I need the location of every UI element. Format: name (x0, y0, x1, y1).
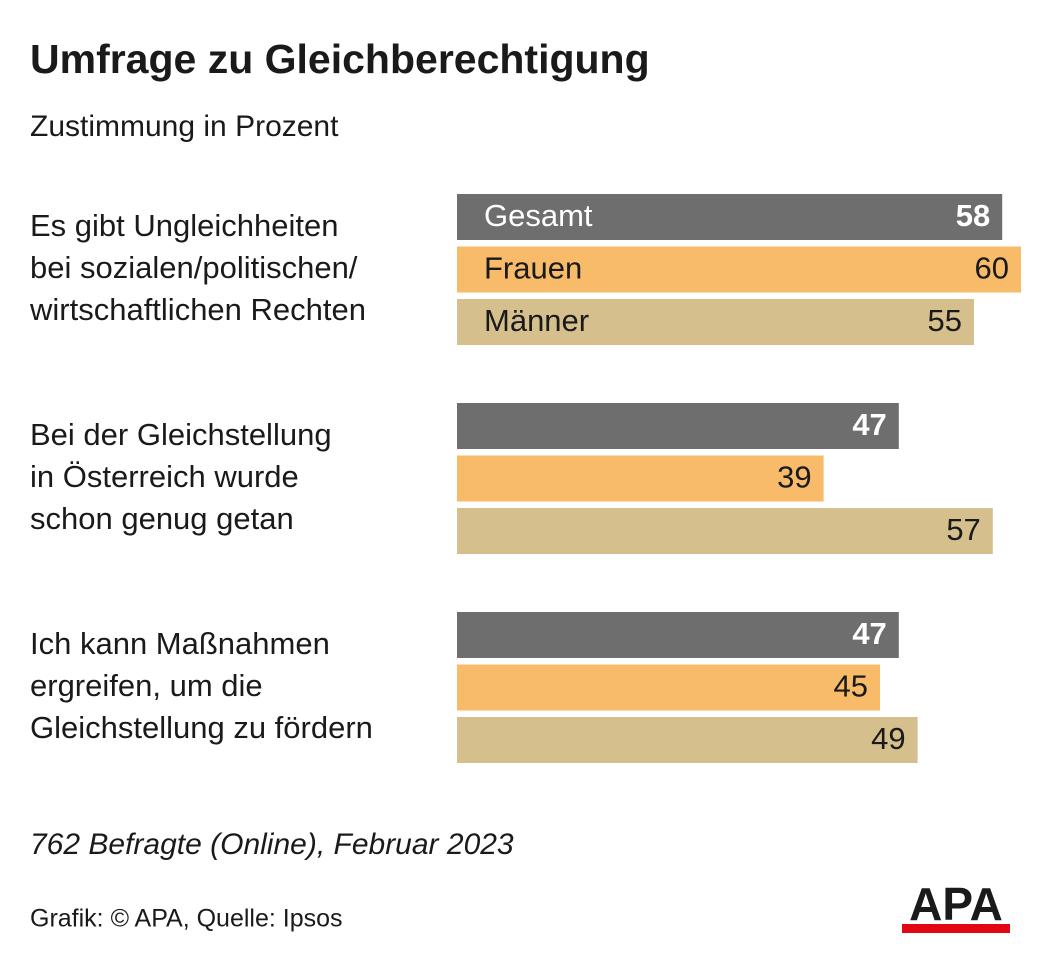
value-label: 60 (975, 251, 1009, 286)
category-label: ergreifen, um die (30, 668, 263, 703)
source: Grafik: © APA, Quelle: Ipsos (30, 905, 343, 933)
value-label: 47 (852, 407, 886, 442)
bar (457, 403, 899, 449)
legend-label: Männer (484, 303, 589, 338)
value-label: 57 (946, 512, 980, 547)
logo-stripe (902, 924, 1010, 933)
category-label: Es gibt Ungleichheiten (30, 208, 338, 243)
category-label: schon genug getan (30, 501, 294, 536)
bar (457, 455, 824, 502)
bar (457, 664, 880, 711)
bar (457, 246, 1021, 293)
category-label: bei sozialen/politischen/ (30, 250, 358, 285)
value-label: 58 (956, 198, 990, 233)
chart-subtitle: Zustimmung in Prozent (30, 110, 339, 143)
value-label: 39 (777, 460, 811, 495)
chart-title: Umfrage zu Gleichberechtigung (30, 36, 650, 82)
note: 762 Befragte (Online), Februar 2023 (30, 828, 514, 861)
value-label: 55 (928, 303, 962, 338)
bar (457, 508, 993, 554)
category-label: Bei der Gleichstellung (30, 417, 332, 452)
value-label: 45 (834, 669, 868, 704)
bar (457, 299, 974, 345)
legend-label: Frauen (484, 251, 582, 286)
value-label: 47 (852, 616, 886, 651)
bar (457, 194, 1003, 240)
bar (457, 717, 918, 763)
category-label: Ich kann Maßnahmen (30, 626, 330, 661)
value-label: 49 (871, 721, 905, 756)
legend-label: Gesamt (484, 198, 593, 233)
bar (457, 612, 899, 658)
logo: APA (909, 878, 1003, 930)
category-label: Gleichstellung zu fördern (30, 710, 373, 745)
category-label: wirtschaftlichen Rechten (29, 292, 366, 327)
category-label: in Österreich wurde (30, 459, 299, 494)
